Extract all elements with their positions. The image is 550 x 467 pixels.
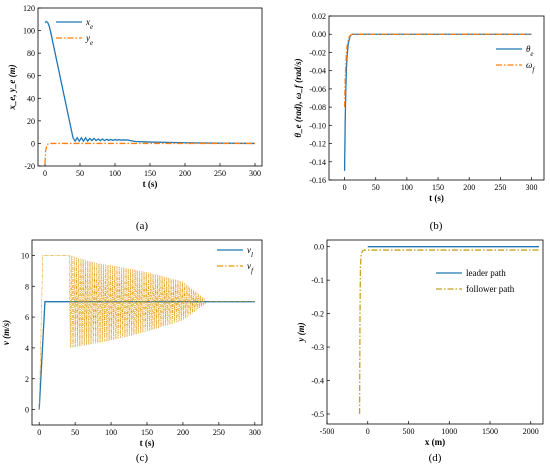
x-tick-label: 250 [494, 183, 506, 192]
panel-label: (b) [430, 220, 443, 232]
x-tick-label: 150 [141, 428, 153, 437]
panel-c: 0 50 100 150 200 250 300 0 2 4 6 8 10 t (s) v (m/s) (c)… [1, 239, 263, 464]
x-tick-label: -500 [320, 427, 335, 436]
y-tick-label: 0.00 [312, 30, 326, 39]
y-tick-label: -0.12 [309, 140, 326, 149]
x-axis-title: x (m) [425, 437, 445, 447]
x-tick-label: 200 [463, 183, 475, 192]
y-tick-label: -0.02 [309, 48, 326, 57]
x-tick-label: 50 [372, 183, 380, 192]
y-tick-label: -0.16 [309, 176, 326, 185]
series-line-0 [343, 33, 532, 171]
plot-frame [326, 239, 544, 425]
series-line-1 [343, 33, 532, 108]
y-tick-label: 0.0 [314, 243, 324, 252]
panel-label: (d) [429, 452, 442, 464]
y-tick-label: 0.02 [312, 12, 326, 21]
series-line-1 [44, 142, 255, 164]
y-tick-label: -0.4 [311, 377, 324, 386]
series-line-1 [358, 249, 539, 414]
x-tick-label: 100 [401, 183, 413, 192]
y-tick-label: -0.04 [309, 67, 326, 76]
y-tick-label: 6 [25, 313, 29, 322]
legend-label: vl [247, 245, 253, 259]
y-tick-label: -0.08 [309, 103, 326, 112]
plot-frame [328, 15, 545, 181]
legend-label: follower path [466, 284, 515, 294]
y-tick-label: 20 [27, 117, 35, 126]
y-tick-label: 80 [27, 49, 35, 58]
y-tick-label: -0.3 [311, 343, 324, 352]
x-tick-label: 0 [43, 169, 47, 178]
panel-a: 0 50 100 150 200 250 300 -20 0 20 40 60 80 100 120 t (s… [7, 4, 263, 232]
series-line-0 [44, 20, 256, 145]
legend-label: xe [85, 17, 93, 31]
y-tick-label: -0.06 [309, 85, 326, 94]
legend-label: ωf [526, 60, 535, 74]
x-tick-label: 300 [526, 183, 538, 192]
y-tick-label: 4 [25, 344, 29, 353]
panel-b: 0 50 100 150 200 250 300 -0.16 -0.14 -0.12 -0.10 -0… [293, 12, 545, 232]
x-tick-label: 500 [403, 427, 415, 436]
x-tick-label: 0 [37, 428, 41, 437]
x-tick-label: 0 [366, 427, 370, 436]
y-tick-label: -20 [24, 162, 35, 171]
legend-label: ye [85, 33, 93, 47]
y-tick-label: 60 [27, 72, 35, 81]
legend-label: leader path [466, 268, 506, 278]
x-tick-label: 150 [144, 169, 156, 178]
x-tick-label: 250 [214, 169, 226, 178]
legend-label: θe [526, 44, 534, 58]
y-tick-label: -0.10 [309, 121, 326, 130]
y-tick-label: 0 [31, 139, 35, 148]
panel-label: (a) [136, 220, 149, 232]
plot-frame [31, 239, 263, 426]
x-tick-label: 50 [71, 428, 79, 437]
x-tick-label: 2000 [523, 427, 539, 436]
panel-label: (c) [136, 452, 149, 464]
x-tick-label: 200 [177, 428, 189, 437]
x-tick-label: 100 [105, 428, 117, 437]
y-tick-label: -0.2 [311, 310, 324, 319]
x-axis-title: t (s) [143, 179, 158, 189]
x-tick-label: 300 [249, 169, 261, 178]
y-axis-title: x_e, y_e (m) [7, 64, 17, 110]
x-tick-label: 1500 [482, 427, 498, 436]
x-tick-label: 200 [179, 169, 191, 178]
x-tick-label: 250 [213, 428, 225, 437]
x-axis-title: t (s) [429, 193, 444, 203]
y-axis-title: v (m/s) [1, 320, 11, 345]
y-tick-label: 40 [27, 94, 35, 103]
y-axis-title: θ_e (rad), ω_f (rad/s) [293, 58, 303, 137]
x-tick-label: 100 [109, 169, 121, 178]
y-tick-label: 0 [25, 406, 29, 415]
x-tick-label: 0 [343, 183, 347, 192]
y-tick-label: -0.1 [311, 276, 324, 285]
y-tick-label: 8 [25, 282, 29, 291]
x-tick-label: 50 [76, 169, 84, 178]
y-tick-label: 100 [23, 27, 35, 36]
series-line-1 [38, 255, 255, 410]
panel-d: -500 0 500 1000 1500 2000 -0.5 -0.4 -0.3 -0.2 -0.1… [296, 239, 544, 464]
x-axis-title: t (s) [140, 438, 155, 448]
y-axis-title: y (m) [296, 322, 306, 342]
x-tick-label: 1000 [441, 427, 457, 436]
y-tick-label: -0.5 [311, 410, 324, 419]
y-tick-label: -0.14 [309, 158, 326, 167]
y-tick-label: 120 [23, 4, 35, 13]
y-tick-label: 2 [25, 375, 29, 384]
legend-label: vf [247, 261, 254, 275]
x-tick-label: 150 [432, 183, 444, 192]
y-tick-label: 10 [21, 251, 29, 260]
x-tick-label: 300 [249, 428, 261, 437]
